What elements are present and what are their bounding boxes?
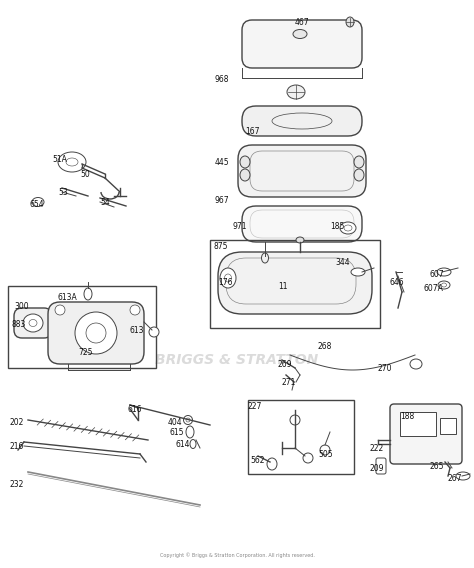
- Ellipse shape: [296, 237, 304, 243]
- Ellipse shape: [344, 225, 352, 231]
- Ellipse shape: [32, 198, 44, 207]
- FancyBboxPatch shape: [242, 206, 362, 242]
- Text: 51A: 51A: [52, 155, 67, 164]
- Text: 875: 875: [214, 242, 228, 251]
- Ellipse shape: [55, 305, 65, 315]
- FancyBboxPatch shape: [242, 106, 362, 136]
- Ellipse shape: [267, 458, 277, 470]
- Ellipse shape: [290, 415, 300, 425]
- Text: 216: 216: [10, 442, 24, 451]
- Ellipse shape: [29, 319, 37, 327]
- FancyBboxPatch shape: [48, 302, 144, 364]
- Text: 267: 267: [448, 474, 463, 483]
- Text: 11: 11: [278, 282, 288, 291]
- Text: 725: 725: [78, 348, 92, 357]
- Text: 883: 883: [12, 320, 27, 329]
- Text: BRIGGS & STRATTON: BRIGGS & STRATTON: [155, 353, 319, 367]
- Bar: [440, 418, 456, 434]
- Ellipse shape: [66, 158, 78, 166]
- Ellipse shape: [410, 359, 422, 369]
- Ellipse shape: [354, 169, 364, 181]
- Text: 50: 50: [80, 170, 90, 179]
- Ellipse shape: [186, 418, 190, 422]
- Text: 209: 209: [370, 464, 384, 473]
- Text: 176: 176: [218, 278, 233, 287]
- Text: 344: 344: [335, 258, 350, 267]
- Ellipse shape: [456, 472, 470, 480]
- Text: 54: 54: [100, 198, 110, 207]
- FancyBboxPatch shape: [218, 252, 372, 314]
- Text: 968: 968: [215, 75, 229, 84]
- Text: 232: 232: [10, 480, 24, 489]
- Ellipse shape: [441, 283, 447, 287]
- Text: 613A: 613A: [58, 293, 78, 302]
- FancyBboxPatch shape: [390, 404, 462, 464]
- Text: 269: 269: [278, 360, 292, 369]
- Text: 404: 404: [168, 418, 182, 427]
- Text: 185: 185: [330, 222, 345, 231]
- Ellipse shape: [183, 416, 192, 424]
- Ellipse shape: [75, 312, 117, 354]
- Ellipse shape: [346, 17, 354, 27]
- Text: 607: 607: [430, 270, 445, 279]
- Text: 202: 202: [10, 418, 24, 427]
- Text: 971: 971: [233, 222, 247, 231]
- Ellipse shape: [84, 288, 92, 300]
- Text: 967: 967: [215, 196, 229, 205]
- Text: 646: 646: [390, 278, 405, 287]
- Text: 505: 505: [318, 450, 333, 459]
- Ellipse shape: [320, 445, 330, 455]
- Text: 188: 188: [400, 412, 414, 421]
- Ellipse shape: [354, 156, 364, 168]
- Ellipse shape: [240, 169, 250, 181]
- Ellipse shape: [220, 268, 236, 288]
- Text: 265: 265: [430, 462, 445, 471]
- Text: 613: 613: [130, 326, 145, 335]
- Ellipse shape: [240, 156, 250, 168]
- Text: Copyright © Briggs & Stratton Corporation. All rights reserved.: Copyright © Briggs & Stratton Corporatio…: [160, 552, 314, 558]
- Ellipse shape: [130, 305, 140, 315]
- Text: 271: 271: [282, 378, 296, 387]
- Text: 300: 300: [14, 302, 28, 311]
- Text: 270: 270: [378, 364, 392, 373]
- Ellipse shape: [149, 327, 159, 337]
- FancyBboxPatch shape: [376, 458, 386, 474]
- Ellipse shape: [186, 426, 194, 438]
- Text: 445: 445: [215, 158, 229, 167]
- Text: 467: 467: [295, 18, 310, 27]
- Text: 227: 227: [248, 402, 263, 411]
- Ellipse shape: [58, 152, 86, 172]
- Text: 607A: 607A: [424, 284, 444, 293]
- Ellipse shape: [262, 253, 268, 263]
- Ellipse shape: [303, 453, 313, 463]
- Ellipse shape: [437, 268, 451, 276]
- Ellipse shape: [340, 222, 356, 234]
- Text: 615: 615: [170, 428, 184, 437]
- FancyBboxPatch shape: [14, 308, 52, 338]
- Bar: [210, 240, 380, 328]
- Bar: [8, 286, 156, 368]
- Text: 268: 268: [318, 342, 332, 351]
- Text: 562: 562: [250, 456, 264, 465]
- Ellipse shape: [86, 323, 106, 343]
- FancyBboxPatch shape: [238, 145, 366, 197]
- Text: 167: 167: [245, 127, 259, 136]
- Ellipse shape: [287, 85, 305, 99]
- Ellipse shape: [351, 268, 365, 276]
- Ellipse shape: [293, 30, 307, 39]
- Ellipse shape: [225, 274, 231, 282]
- Text: 53: 53: [58, 188, 68, 197]
- Ellipse shape: [23, 314, 43, 332]
- Text: 654: 654: [30, 200, 45, 209]
- Text: 222: 222: [370, 444, 384, 453]
- Bar: [248, 400, 354, 474]
- Ellipse shape: [190, 440, 196, 449]
- Text: 614: 614: [176, 440, 191, 449]
- FancyBboxPatch shape: [242, 20, 362, 68]
- Ellipse shape: [438, 281, 450, 289]
- Bar: [400, 412, 436, 436]
- Text: 616: 616: [128, 405, 143, 414]
